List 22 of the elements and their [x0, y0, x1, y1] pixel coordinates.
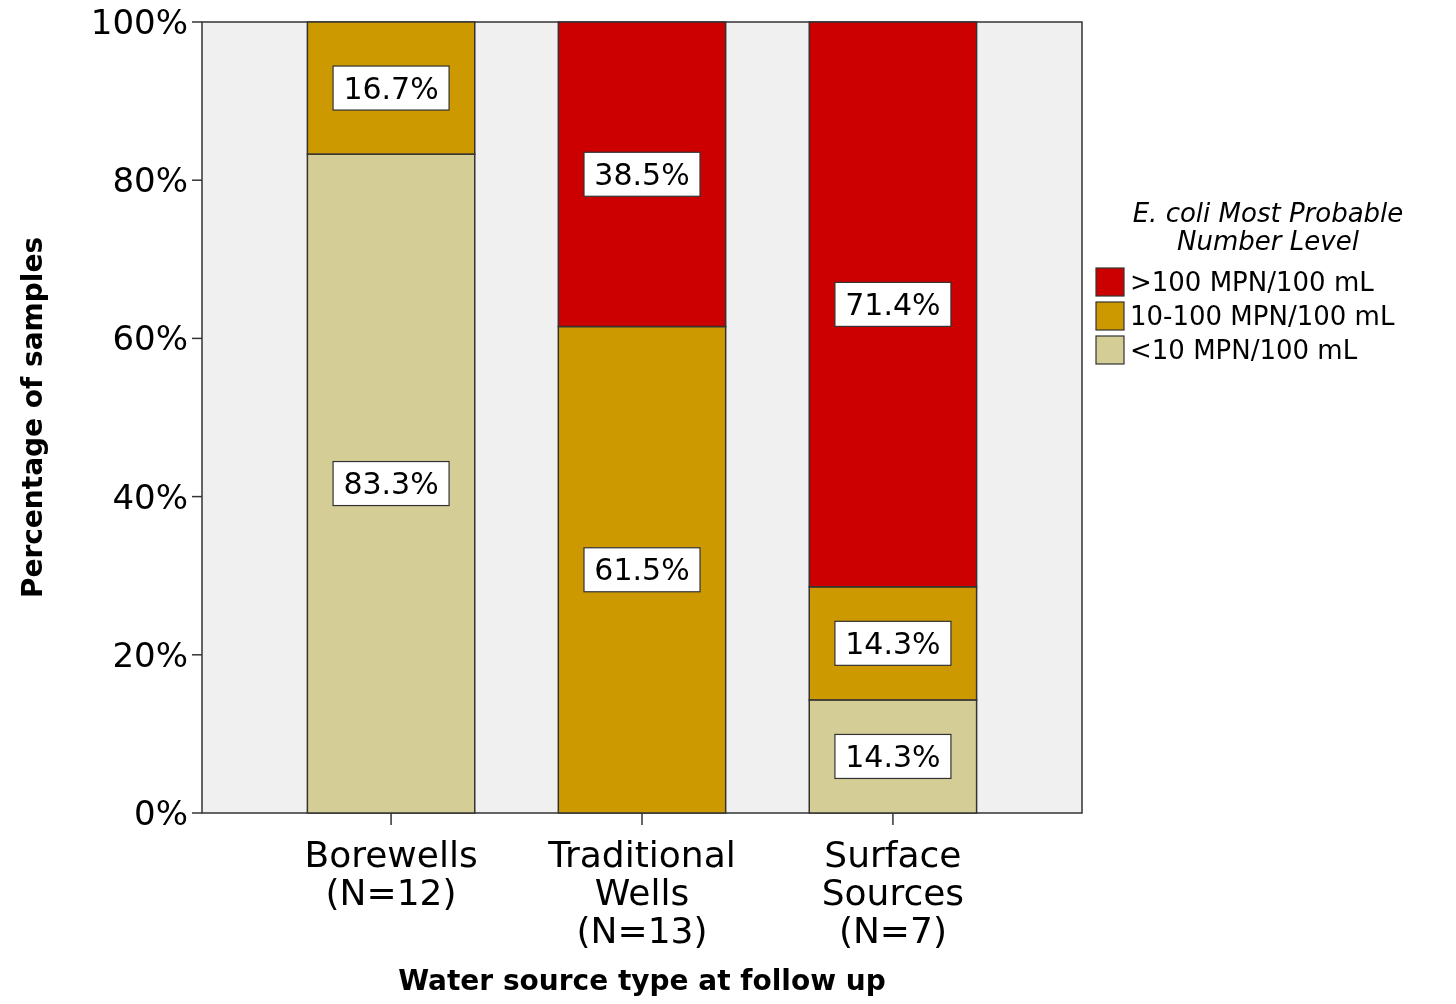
legend-label: <10 MPN/100 mL: [1130, 335, 1358, 365]
y-tick-label: 60%: [112, 318, 188, 359]
data-label: 38.5%: [594, 156, 690, 192]
x-tick-label: Borewells (N=12): [304, 834, 478, 913]
data-label: 14.3%: [845, 738, 941, 774]
data-label: 16.7%: [343, 70, 439, 106]
data-label: 61.5%: [594, 552, 690, 588]
y-tick-label: 40%: [112, 476, 188, 517]
y-tick-label: 80%: [112, 160, 188, 201]
y-tick-label: 0%: [134, 793, 188, 833]
legend-label: >100 MPN/100 mL: [1130, 267, 1375, 297]
x-tick-label: Surface Sources (N=7): [821, 834, 965, 951]
legend-label: 10-100 MPN/100 mL: [1130, 301, 1395, 331]
y-tick-label: 20%: [112, 634, 188, 675]
x-axis-title: Water source type at follow up: [398, 964, 886, 997]
data-label: 71.4%: [845, 286, 941, 322]
x-tick-label: Traditional Wells (N=13): [547, 834, 736, 951]
y-axis-title: Percentage of samples: [16, 236, 49, 599]
data-label: 83.3%: [343, 466, 439, 502]
data-label: 14.3%: [845, 625, 941, 661]
y-tick-label: 100%: [90, 2, 188, 42]
legend-title: E. coli Most Probable Number Level: [1132, 198, 1404, 256]
